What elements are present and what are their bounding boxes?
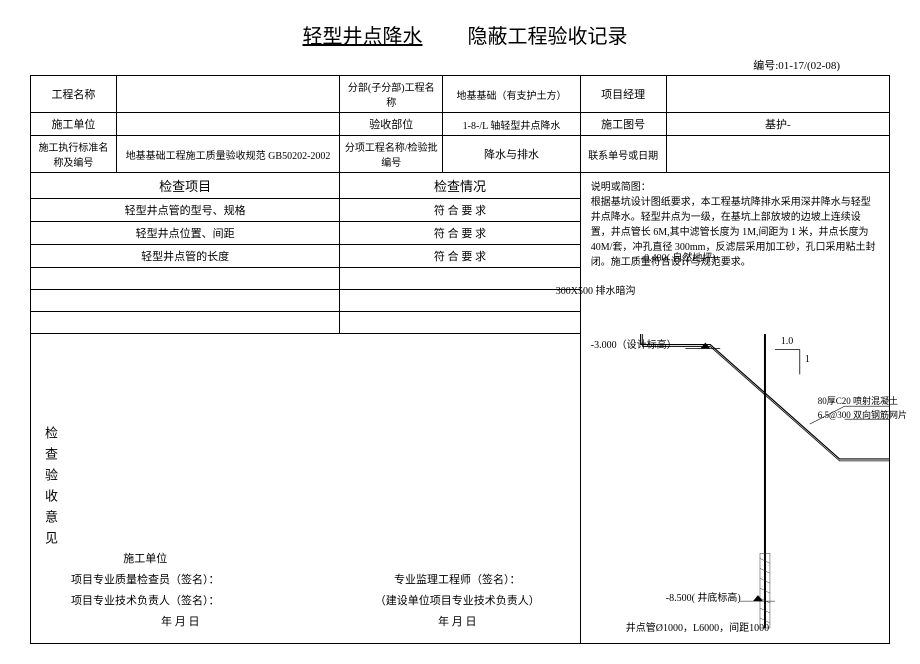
lbl-slope: 1.0 xyxy=(781,336,794,347)
sig-left: 施工单位 项目专业质量检查员（签名）： 项目专业技术负责人（签名）： 年 月 日 xyxy=(71,549,220,633)
lbl-pipe: 井点管Ø1000，L6000，间距1000 xyxy=(626,619,769,634)
hdr-r2c3: 验收部位 xyxy=(340,113,443,136)
hdr-r1c2 xyxy=(116,76,339,113)
sig-right-l2: （建设单位项目专业技术负责人） xyxy=(375,591,540,612)
hdr-r2c4: 1-8-/L 轴轻型井点降水 xyxy=(443,113,580,136)
hdr-r3c5: 联系单号或日期 xyxy=(580,136,666,173)
hdr-r1c5: 项目经理 xyxy=(580,76,666,113)
sig-left-l3: 项目专业技术负责人（签名）： xyxy=(71,591,220,612)
check-item-3 xyxy=(31,268,340,290)
check-result-5 xyxy=(340,312,581,334)
lbl-rebar: 6.5@300 双向钢筋网片 xyxy=(818,408,907,421)
desc-block: 说明或简图： 根据基坑设计图纸要求，本工程基坑降排水采用深井降水与轻型井点降水。… xyxy=(585,176,885,274)
diagram-cell: -0.400( 自然地坪) 300X500 排水暗沟 -3.000（设计标高） … xyxy=(580,334,889,644)
main-table: 工程名称 分部(子分部)工程名称 地基基础（有支护土方） 项目经理 施工单位 验… xyxy=(30,75,890,644)
doc-code: 编号:01-17/(02-08) xyxy=(30,57,890,73)
check-result-4 xyxy=(340,290,581,312)
title-left: 轻型井点降水 xyxy=(293,26,463,48)
hdr-r3c1: 施工执行标准名称及编号 xyxy=(31,136,117,173)
check-result-3 xyxy=(340,268,581,290)
sig-left-l1: 施工单位 xyxy=(71,549,220,570)
hdr-r3c4: 降水与排水 xyxy=(443,136,580,173)
hdr-r1c3: 分部(子分部)工程名称 xyxy=(340,76,443,113)
sig-right: 专业监理工程师（签名）： （建设单位项目专业技术负责人） 年 月 日 xyxy=(375,570,540,633)
lbl-channel: 300X500 排水暗沟 xyxy=(556,282,636,297)
lbl-ground: -0.400( 自然地坪) xyxy=(641,249,716,264)
check-result-1: 符 合 要 求 xyxy=(340,222,581,245)
check-item-0: 轻型井点管的型号、规格 xyxy=(31,199,340,222)
title-row: 轻型井点降水 隐蔽工程验收记录 xyxy=(30,20,890,49)
hdr-r1c6 xyxy=(666,76,889,113)
desc-body: 根据基坑设计图纸要求，本工程基坑降排水采用深井降水与轻型井点降水。轻型井点为一级… xyxy=(591,197,876,268)
desc-title: 说明或简图： xyxy=(591,180,879,195)
check-item-5 xyxy=(31,312,340,334)
check-h2: 检查情况 xyxy=(340,173,581,199)
hdr-r3c6 xyxy=(666,136,889,173)
check-result-0: 符 合 要 求 xyxy=(340,199,581,222)
sig-left-l4: 年 月 日 xyxy=(71,612,220,633)
hdr-r2c1: 施工单位 xyxy=(31,113,117,136)
opinion-label: 检查验收意见 xyxy=(41,426,60,552)
title-right: 隐蔽工程验收记录 xyxy=(468,26,628,48)
check-item-2: 轻型井点管的长度 xyxy=(31,245,340,268)
hdr-r3c3: 分项工程名称/检验批编号 xyxy=(340,136,443,173)
lbl-slope2: 1 xyxy=(805,354,810,365)
hdr-r2c2 xyxy=(116,113,339,136)
check-item-4 xyxy=(31,290,340,312)
hdr-r1c4: 地基基础（有支护土方） xyxy=(443,76,580,113)
hdr-r2c6: 基护- xyxy=(666,113,889,136)
hdr-r2c5: 施工图号 xyxy=(580,113,666,136)
hdr-r1c1: 工程名称 xyxy=(31,76,117,113)
sig-right-l1: 专业监理工程师（签名）： xyxy=(375,570,540,591)
lbl-concrete: 80厚C20 喷射混凝土 xyxy=(818,394,898,407)
hdr-r3c2: 地基基础工程施工质量验收规范 GB50202-2002 xyxy=(116,136,339,173)
sig-right-l3: 年 月 日 xyxy=(375,612,540,633)
lbl-design: -3.000（设计标高） xyxy=(591,336,677,351)
sig-left-l2: 项目专业质量检查员（签名）： xyxy=(71,570,220,591)
check-item-1: 轻型井点位置、间距 xyxy=(31,222,340,245)
check-result-2: 符 合 要 求 xyxy=(340,245,581,268)
opinion-cell: 检查验收意见 施工单位 项目专业质量检查员（签名）： 项目专业技术负责人（签名）… xyxy=(31,334,581,644)
check-h1: 检查项目 xyxy=(31,173,340,199)
lbl-bottom: -8.500( 井底标高) xyxy=(666,589,741,604)
